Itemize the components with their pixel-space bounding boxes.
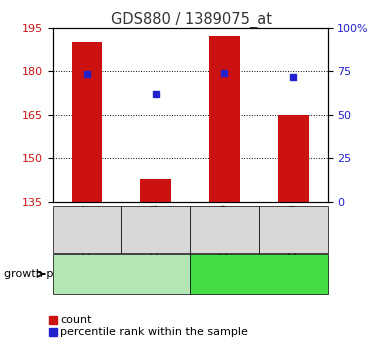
Bar: [49, 316, 57, 324]
FancyBboxPatch shape: [53, 254, 190, 294]
Text: GSM31627: GSM31627: [82, 203, 92, 256]
Text: growth protocol: growth protocol: [4, 269, 92, 279]
FancyBboxPatch shape: [190, 254, 328, 294]
FancyBboxPatch shape: [190, 206, 259, 253]
Bar: [140, 179, 171, 202]
FancyBboxPatch shape: [259, 206, 328, 253]
Text: GSM31630: GSM31630: [288, 203, 298, 256]
Text: normal fetal nutrition: normal fetal nutrition: [66, 269, 177, 279]
Bar: [49, 328, 57, 336]
Text: GDS880 / 1389075_at: GDS880 / 1389075_at: [111, 11, 271, 28]
Text: protein poor fetal
nutrition: protein poor fetal nutrition: [213, 263, 305, 285]
Text: GSM31629: GSM31629: [220, 203, 229, 256]
Bar: [71, 42, 103, 202]
Text: GSM31628: GSM31628: [151, 203, 161, 256]
Bar: [209, 36, 240, 202]
Bar: [278, 115, 309, 202]
FancyBboxPatch shape: [121, 206, 190, 253]
FancyBboxPatch shape: [53, 206, 121, 253]
Text: percentile rank within the sample: percentile rank within the sample: [60, 327, 248, 337]
Text: count: count: [60, 315, 92, 325]
